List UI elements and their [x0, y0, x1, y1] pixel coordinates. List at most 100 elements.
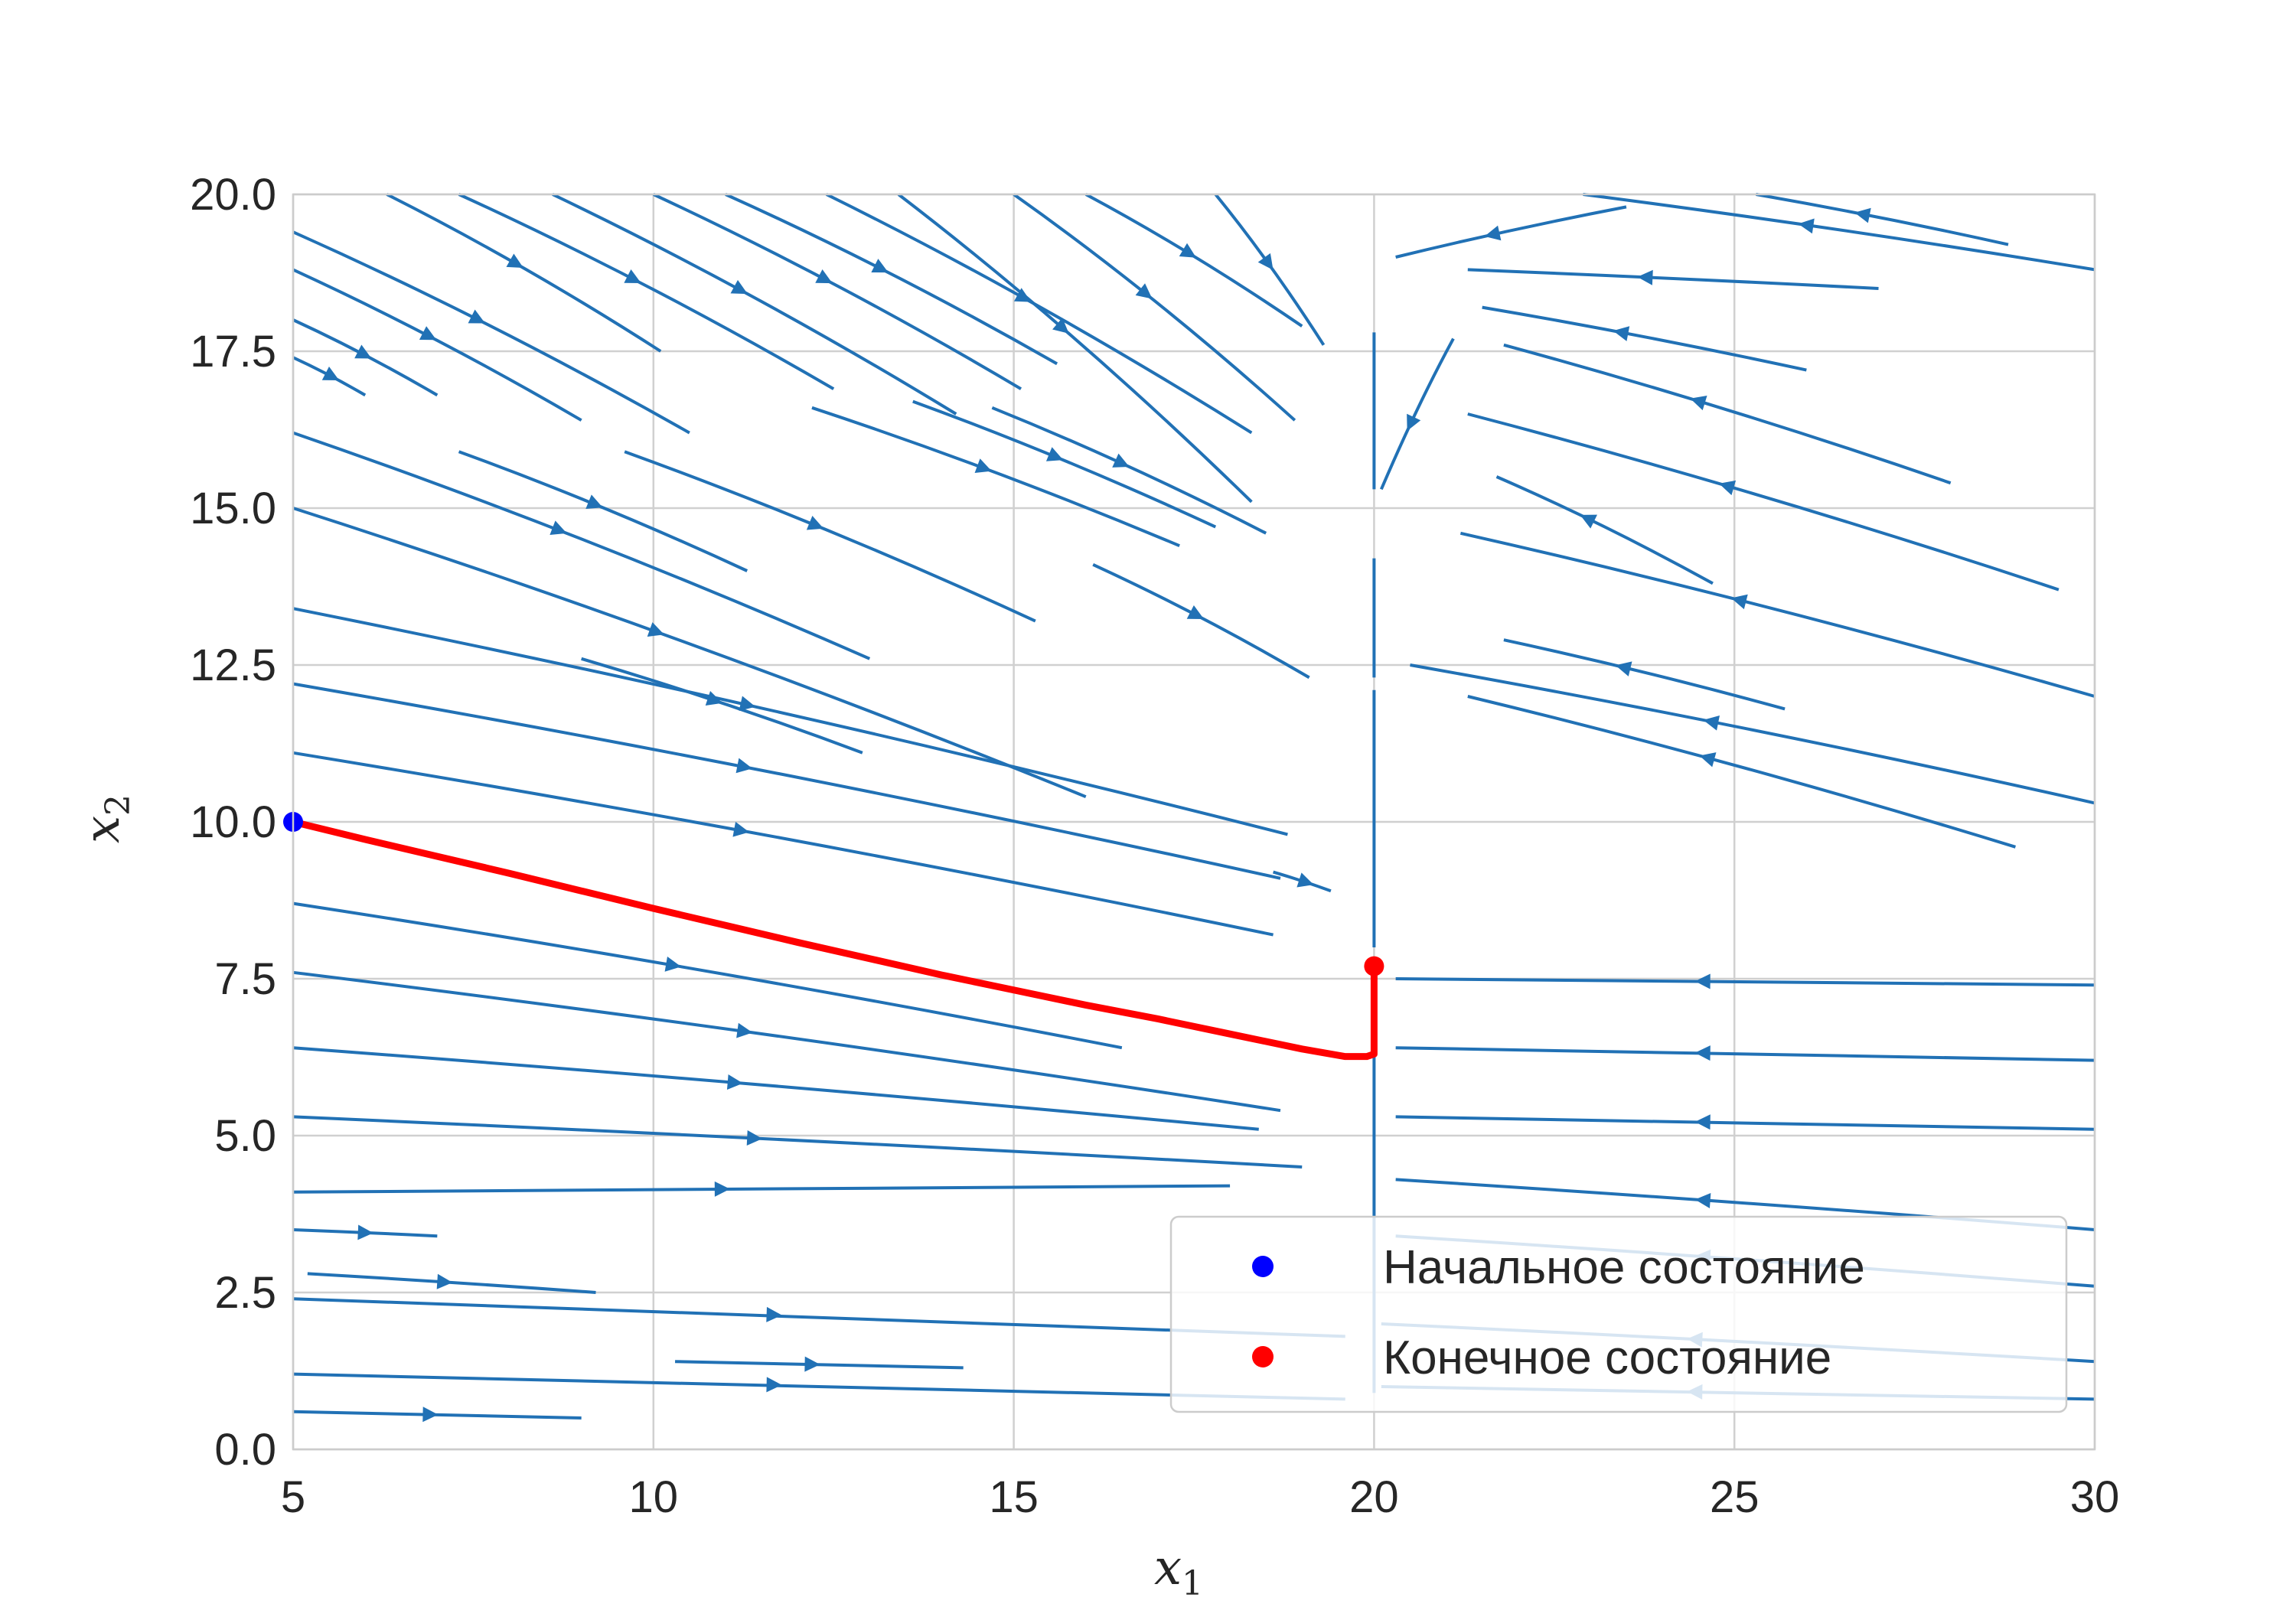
- streamline-arrow: [1854, 207, 1871, 223]
- streamline: [292, 1046, 1259, 1131]
- streamline: [292, 607, 1288, 836]
- streamline-arrow: [766, 1377, 782, 1393]
- legend-label-start: Начальное состояние: [1383, 1241, 1865, 1294]
- streamline: [1503, 638, 1786, 711]
- streamline-arrow: [1703, 715, 1720, 731]
- streamline-arrow: [746, 1129, 763, 1146]
- streamline-arrow: [585, 494, 603, 509]
- streamline: [725, 193, 1058, 366]
- x-tick-label: 5: [281, 1472, 305, 1522]
- x-tick-label: 20: [1349, 1472, 1399, 1522]
- streamline: [1459, 531, 2095, 698]
- streamline-arrow: [468, 309, 485, 324]
- streamline-arrow: [730, 279, 748, 295]
- streamline-arrow: [354, 344, 372, 359]
- streamline-arrow: [815, 269, 833, 284]
- end-point: [1364, 956, 1384, 976]
- streamline-arrow: [766, 1306, 782, 1322]
- streamline: [991, 406, 1267, 535]
- y-tick-label: 5.0: [214, 1111, 276, 1161]
- streamline-arrow: [1613, 326, 1630, 341]
- streamline-arrow: [1045, 447, 1064, 461]
- streamline-arrow: [664, 957, 681, 972]
- streamline: [1379, 337, 1455, 491]
- streamline: [1467, 268, 1879, 290]
- streamline-arrow: [714, 1181, 730, 1197]
- streamline: [552, 193, 957, 416]
- streamline: [458, 450, 748, 572]
- y-tick-label: 15.0: [190, 484, 276, 533]
- streamline-arrow: [705, 691, 722, 706]
- legend-label-end: Конечное состояние: [1383, 1332, 1831, 1384]
- streamline-arrow: [1580, 514, 1597, 529]
- streamline: [624, 450, 1036, 623]
- streamline: [1395, 205, 1627, 259]
- streamline-arrow: [647, 622, 664, 637]
- y-tick-label: 20.0: [190, 170, 276, 220]
- streamline: [292, 682, 1281, 880]
- streamline: [1583, 193, 2095, 272]
- streamline: [1395, 1115, 2095, 1131]
- streamline-arrow: [871, 259, 889, 273]
- streamline-arrow: [1637, 269, 1653, 285]
- streamline: [292, 507, 1087, 799]
- streamline-arrow: [1798, 218, 1815, 234]
- streamline-arrow: [1135, 283, 1153, 299]
- streamline: [1395, 1046, 2095, 1062]
- streamline-arrow: [1694, 1045, 1711, 1061]
- y-tick-label: 10.0: [190, 797, 276, 847]
- streamline: [307, 1272, 596, 1294]
- streamline: [811, 406, 1180, 548]
- streamline: [458, 193, 835, 390]
- x-tick-label: 10: [629, 1472, 679, 1522]
- streamline: [386, 193, 662, 353]
- streamline: [1467, 412, 2060, 592]
- streamline: [292, 901, 1123, 1050]
- legend: Начальное состояние Конечное состояние: [1169, 1215, 2068, 1413]
- y-tick-label: 12.5: [190, 641, 276, 690]
- y-tick-label: 0.0: [214, 1425, 276, 1475]
- streamline: [292, 970, 1281, 1113]
- streamline: [1013, 193, 1296, 422]
- legend-marker-start: [1252, 1256, 1274, 1277]
- streamline: [292, 431, 871, 660]
- streamline-arrow: [1484, 225, 1502, 241]
- x-tick-label: 15: [989, 1472, 1039, 1522]
- streamline-arrow: [1407, 413, 1421, 432]
- streamline-arrow: [1694, 973, 1711, 989]
- streamline-arrow: [422, 1407, 439, 1423]
- streamline: [1482, 305, 1807, 372]
- streamline-arrow: [736, 1022, 753, 1038]
- streamline: [1495, 475, 1714, 585]
- streamline: [1756, 193, 2009, 246]
- streamline: [1214, 193, 1326, 346]
- streamline-arrow: [550, 520, 567, 535]
- y-tick-label: 2.5: [214, 1268, 276, 1318]
- streamline-arrow: [1690, 396, 1707, 411]
- streamline-arrow: [732, 821, 749, 837]
- streamline-arrow: [1179, 243, 1197, 258]
- plot-frame: [292, 193, 2096, 1451]
- x-axis-label: x1: [1154, 1540, 1203, 1603]
- streamline-arrow: [1730, 594, 1748, 610]
- tick-labels: 5 10 15 20 25 30 0.0 2.5 5.0 7.5 10.0 12.5 15.0 17.5 2…: [190, 170, 2119, 1522]
- streamline-arrow: [735, 758, 753, 774]
- streamline: [897, 193, 1253, 504]
- trajectory-line: [292, 818, 1378, 1061]
- streamline-arrow: [419, 326, 437, 341]
- streamline-arrow: [1186, 605, 1205, 620]
- streamline-arrow: [506, 253, 523, 269]
- streamline: [292, 268, 582, 422]
- streamline: [292, 751, 1274, 937]
- legend-marker-end: [1252, 1346, 1274, 1367]
- streamline-arrow: [436, 1273, 453, 1289]
- streamline-arrow: [1296, 872, 1314, 888]
- streamline-arrow: [1694, 1114, 1711, 1130]
- streamline: [1503, 343, 1952, 485]
- streamline: [292, 230, 690, 435]
- streamline-arrow: [357, 1224, 373, 1240]
- streamline: [1410, 663, 2095, 805]
- streamline-arrow: [974, 458, 992, 473]
- streamline: [1092, 562, 1310, 680]
- streamline-arrow: [1257, 253, 1274, 270]
